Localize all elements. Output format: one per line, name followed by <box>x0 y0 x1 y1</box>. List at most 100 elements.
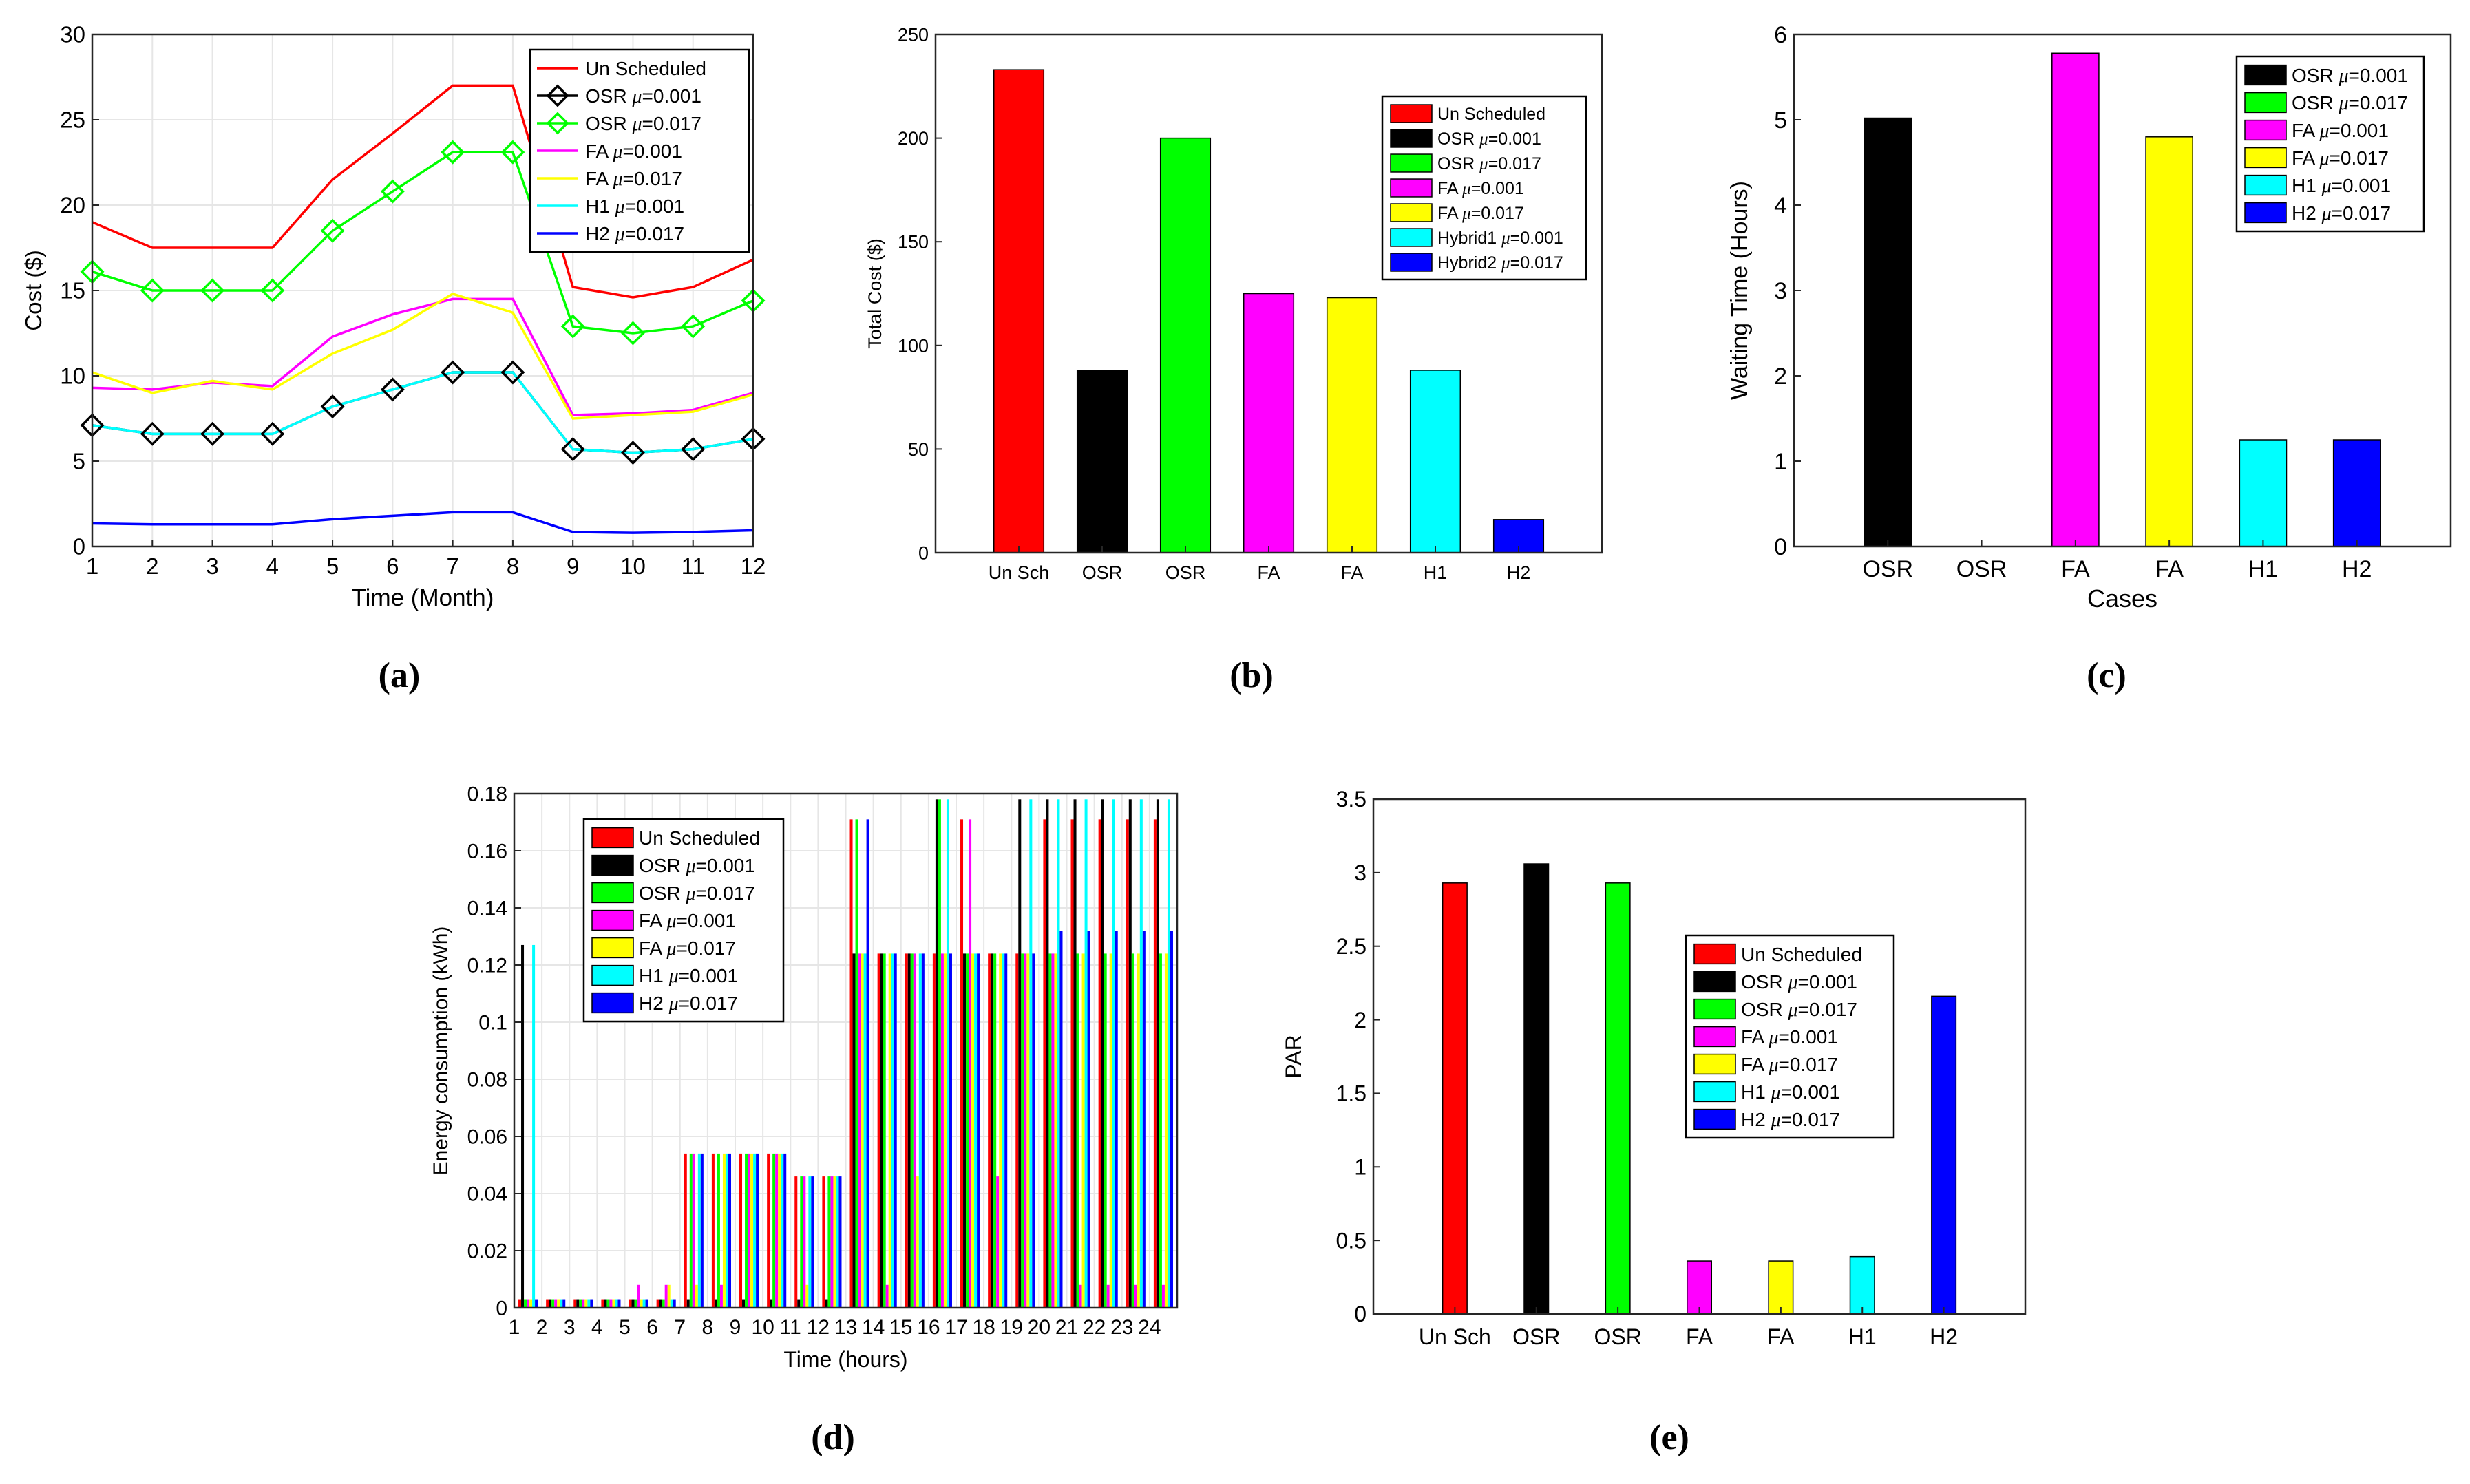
x-tick-label: 8 <box>702 1316 714 1339</box>
legend-text-part: μ <box>1787 972 1797 993</box>
bar <box>883 953 886 1308</box>
bar <box>781 1153 784 1308</box>
bar <box>949 953 952 1308</box>
bar <box>745 1153 748 1308</box>
x-tick-label: FA <box>1686 1324 1713 1349</box>
bar <box>1018 799 1022 1308</box>
legend-entry-label: FA μ=0.001 <box>2292 120 2389 142</box>
bar <box>1059 931 1063 1308</box>
bar <box>711 1153 715 1308</box>
legend-text-part: H2 <box>1741 1109 1771 1130</box>
legend-swatch <box>1390 178 1433 198</box>
bar <box>532 944 536 1308</box>
legend-text-part: μ <box>1768 1027 1778 1048</box>
legend-text-part: Hybrid1 <box>1437 229 1501 248</box>
x-tick-label: 7 <box>674 1316 686 1339</box>
x-tick-label: OSR <box>1082 562 1123 583</box>
bar <box>631 1299 635 1308</box>
data-point-marker <box>260 278 285 303</box>
bar <box>1004 953 1008 1308</box>
bar <box>742 1299 746 1308</box>
legend-swatch <box>1693 1108 1736 1130</box>
legend-entry-label: FA μ=0.017 <box>639 937 736 960</box>
bar <box>604 1299 607 1308</box>
legend-box <box>2235 55 2425 233</box>
legend-entry-label: Un Scheduled <box>1741 944 1862 965</box>
legend-text-part: μ <box>615 224 625 245</box>
legend-entry-label: OSR μ=0.017 <box>1741 999 1857 1021</box>
legend-text-part: OSR <box>1437 129 1479 149</box>
bar <box>756 1153 759 1308</box>
bar <box>700 1153 704 1308</box>
bar <box>1159 953 1162 1308</box>
legend-text-part: =0.017 <box>1781 1109 1840 1130</box>
y-tick-label: 1.5 <box>1336 1081 1366 1106</box>
bar <box>963 953 967 1308</box>
y-tick-label: 3 <box>1354 860 1366 885</box>
y-tick-label: 4 <box>1774 193 1787 219</box>
legend-text-part: =0.001 <box>642 85 701 107</box>
legend-text-part: =0.001 <box>2332 175 2391 196</box>
legend-text-part: μ <box>1501 229 1510 248</box>
bar <box>993 953 997 1308</box>
chart-e: Un Sch OSR OSR FA FA H1 H2 0 0.5 1 1.5 2 2.5 3 3.5 PAR U… <box>1281 787 2027 1349</box>
bar <box>1849 1255 1875 1315</box>
bar <box>1243 293 1295 553</box>
legend-text-part: μ <box>1461 180 1471 198</box>
data-point-marker <box>441 140 465 165</box>
bar <box>946 799 949 1308</box>
y-axis-label: Waiting Time (Hours) <box>1727 181 1753 400</box>
legend-text-part: =0.017 <box>696 882 755 904</box>
bar <box>1084 799 1088 1308</box>
x-tick-label: 10 <box>751 1316 774 1339</box>
data-point-marker <box>546 112 569 135</box>
legend-entry-label: OSR μ=0.001 <box>1437 129 1541 149</box>
series-line <box>92 511 754 534</box>
legend-text-part: =0.017 <box>677 937 736 959</box>
legend-swatch <box>2244 119 2287 141</box>
bar <box>938 799 941 1308</box>
legend-text-part: =0.017 <box>642 113 701 134</box>
data-point-marker <box>320 394 345 419</box>
legend-text-part: FA <box>1741 1026 1769 1048</box>
bar <box>535 1299 538 1308</box>
x-tick-label: OSR <box>1862 556 1913 582</box>
y-tick-label: 2.5 <box>1336 934 1366 959</box>
legend-entry-label: H2 μ=0.017 <box>585 223 684 245</box>
legend-swatch <box>1693 971 1736 993</box>
bar <box>612 1299 615 1308</box>
bar <box>529 1299 533 1308</box>
y-tick-label: 200 <box>898 128 929 149</box>
legend-text-part: =0.017 <box>1798 999 1857 1020</box>
x-tick-label: OSR <box>1956 556 2007 582</box>
legend-swatch <box>1693 943 1736 965</box>
legend-entry-label: FA μ=0.017 <box>1437 204 1524 223</box>
bar <box>1153 819 1157 1308</box>
bar <box>549 1299 552 1308</box>
y-tick-label: 15 <box>60 278 85 304</box>
bar <box>748 1153 751 1308</box>
legend-swatch <box>591 882 634 904</box>
legend-entry-label: H2 μ=0.017 <box>639 993 738 1015</box>
bar <box>1131 953 1134 1308</box>
legend-text-part: =0.001 <box>1471 179 1524 198</box>
bar <box>1931 995 1957 1315</box>
x-tick-label: 1 <box>86 553 98 579</box>
bar <box>827 1176 831 1308</box>
legend-entry-label: OSR μ=0.017 <box>585 113 701 135</box>
bar <box>557 1299 560 1308</box>
legend-text-part: =0.001 <box>623 140 682 162</box>
x-tick-label: FA <box>1767 1324 1795 1349</box>
x-tick-label: 15 <box>889 1316 912 1339</box>
legend-text-part: =0.017 <box>623 168 682 189</box>
bar <box>1079 1284 1082 1308</box>
legend-entry-label: OSR μ=0.001 <box>639 855 755 877</box>
panel-label-b: (b) <box>1229 656 1274 695</box>
bar <box>916 1176 919 1308</box>
bar <box>849 819 853 1308</box>
bar <box>579 1299 582 1308</box>
legend-swatch <box>2244 202 2287 224</box>
x-tick-label: 3 <box>206 553 218 579</box>
data-point-marker <box>681 437 706 462</box>
